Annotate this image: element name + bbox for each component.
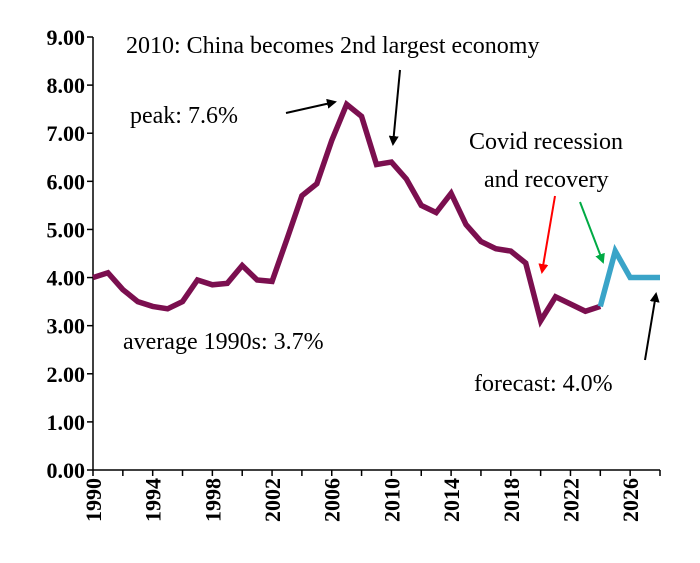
arrow-peak: [285, 98, 337, 114]
annotation-covid-line2: and recovery: [484, 167, 609, 193]
x-tick-label: 2010: [379, 478, 404, 522]
x-tick-label: 2006: [320, 478, 345, 522]
arrow-china: [388, 69, 401, 146]
arrow-group: [285, 69, 660, 361]
x-tick-label: 2026: [618, 478, 643, 522]
series-group: [92, 99, 660, 328]
y-tick-label: 2.00: [47, 362, 86, 387]
y-tick-label: 4.00: [47, 266, 86, 291]
y-tick-label: 9.00: [47, 25, 86, 50]
x-tick-group: 1990 1994 1998 2002 2006 2010 2014 2018 2022 2026: [81, 470, 661, 522]
y-tick-group: 0.00 1.00 2.00 3.00 4.00 5.00 6.00 7.00 8.00 9.00: [47, 25, 93, 483]
annotation-china: 2010: China becomes 2nd largest economy: [126, 33, 539, 59]
y-tick-label: 0.00: [47, 458, 86, 483]
series-line-history: [92, 99, 602, 328]
x-tick-label: 2022: [558, 478, 583, 522]
series-line-forecast: [597, 243, 660, 308]
x-tick-label: 2018: [499, 478, 524, 522]
y-tick-label: 7.00: [47, 121, 86, 146]
y-tick-label: 8.00: [47, 73, 86, 98]
x-tick-label: 2014: [439, 478, 464, 522]
axes: [92, 37, 660, 471]
arrow-recovery: [579, 201, 605, 264]
y-tick-label: 5.00: [47, 217, 86, 242]
x-tick-label: 1994: [141, 478, 166, 522]
arrow-recession: [538, 195, 556, 274]
annotation-average-1990s: average 1990s: 3.7%: [123, 329, 324, 355]
x-tick-label: 2002: [260, 478, 285, 522]
y-tick-label: 3.00: [47, 314, 86, 339]
y-tick-label: 6.00: [47, 169, 86, 194]
x-tick-label: 1998: [200, 478, 225, 522]
x-tick-label: 1990: [81, 478, 106, 522]
annotation-forecast: forecast: 4.0%: [474, 371, 613, 397]
annotation-peak: peak: 7.6%: [130, 103, 238, 129]
arrow-forecast: [644, 292, 660, 361]
annotation-covid-line1: Covid recession: [469, 129, 623, 155]
y-tick-label: 1.00: [47, 410, 86, 435]
